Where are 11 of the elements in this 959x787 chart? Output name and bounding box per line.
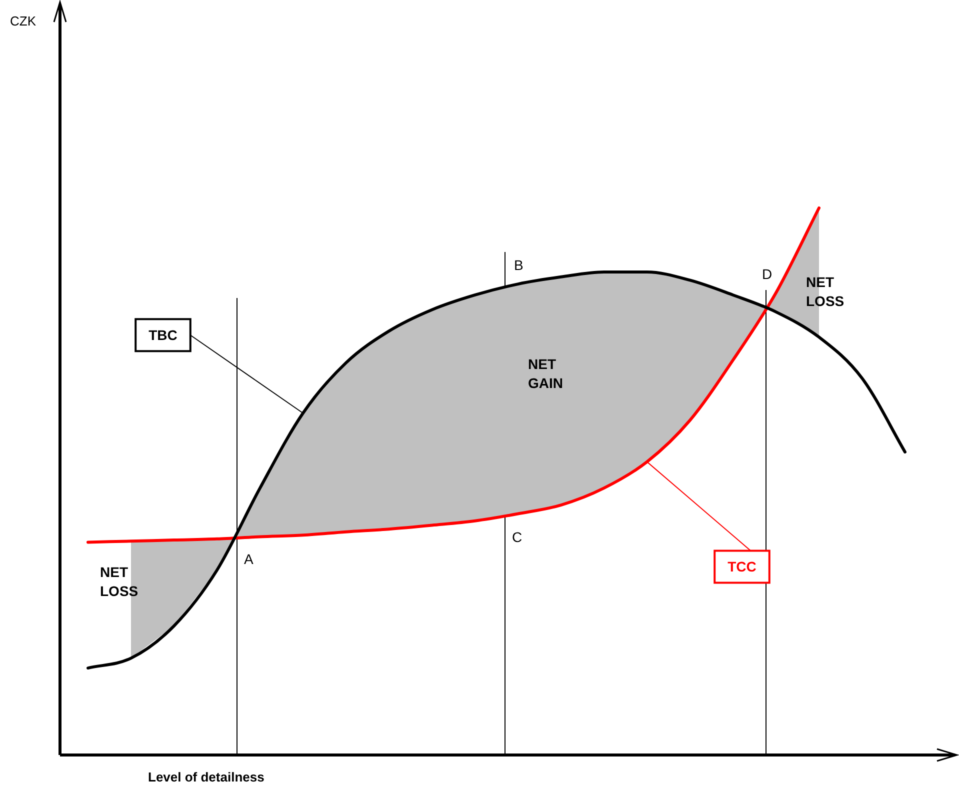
- text: CZK: [10, 14, 36, 29]
- text: TCC: [728, 558, 756, 575]
- annotation: NET LOSS: [100, 564, 138, 599]
- x-axis-title: Level of detailness: [148, 770, 264, 785]
- annotation: A: [244, 550, 254, 567]
- annotation: NET LOSS: [806, 274, 844, 309]
- annotation: C: [512, 528, 522, 545]
- annotation: NET GAIN: [528, 356, 563, 391]
- text: TBC: [148, 326, 178, 343]
- annotation: B: [514, 256, 524, 273]
- annotation: D: [762, 266, 772, 282]
